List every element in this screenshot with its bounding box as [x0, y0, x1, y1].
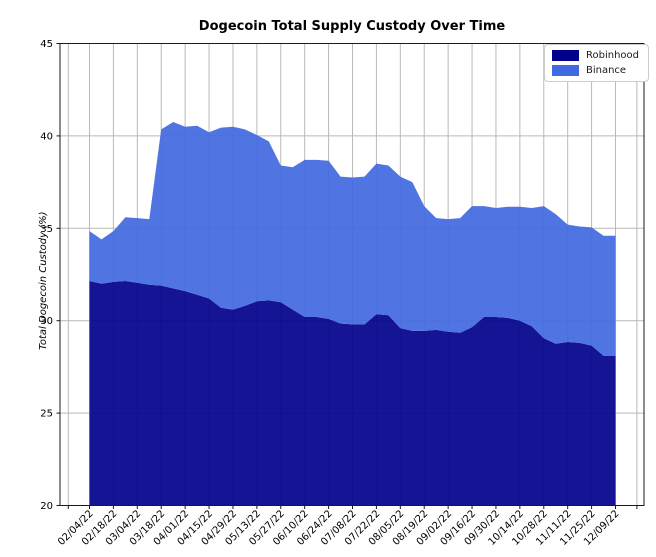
legend-item-robinhood: Robinhood — [551, 50, 639, 61]
chart-title: Dogecoin Total Supply Custody Over Time — [198, 19, 506, 34]
y-tick-label: 45 — [40, 39, 53, 50]
legend-item-binance: Binance — [551, 65, 639, 76]
area-binance — [89, 122, 616, 356]
y-tick-label: 30 — [40, 316, 53, 327]
legend-label-robinhood: Robinhood — [585, 50, 639, 61]
binance-swatch-icon — [551, 65, 579, 76]
y-tick-label: 40 — [40, 131, 53, 142]
y-tick-label: 35 — [40, 224, 53, 235]
y-tick-label: 20 — [40, 501, 53, 512]
y-tick-label: 25 — [40, 409, 53, 420]
legend: Robinhood Binance — [543, 44, 649, 82]
robinhood-swatch-icon — [551, 50, 579, 61]
legend-label-binance: Binance — [585, 65, 627, 76]
area-robinhood — [89, 281, 616, 506]
